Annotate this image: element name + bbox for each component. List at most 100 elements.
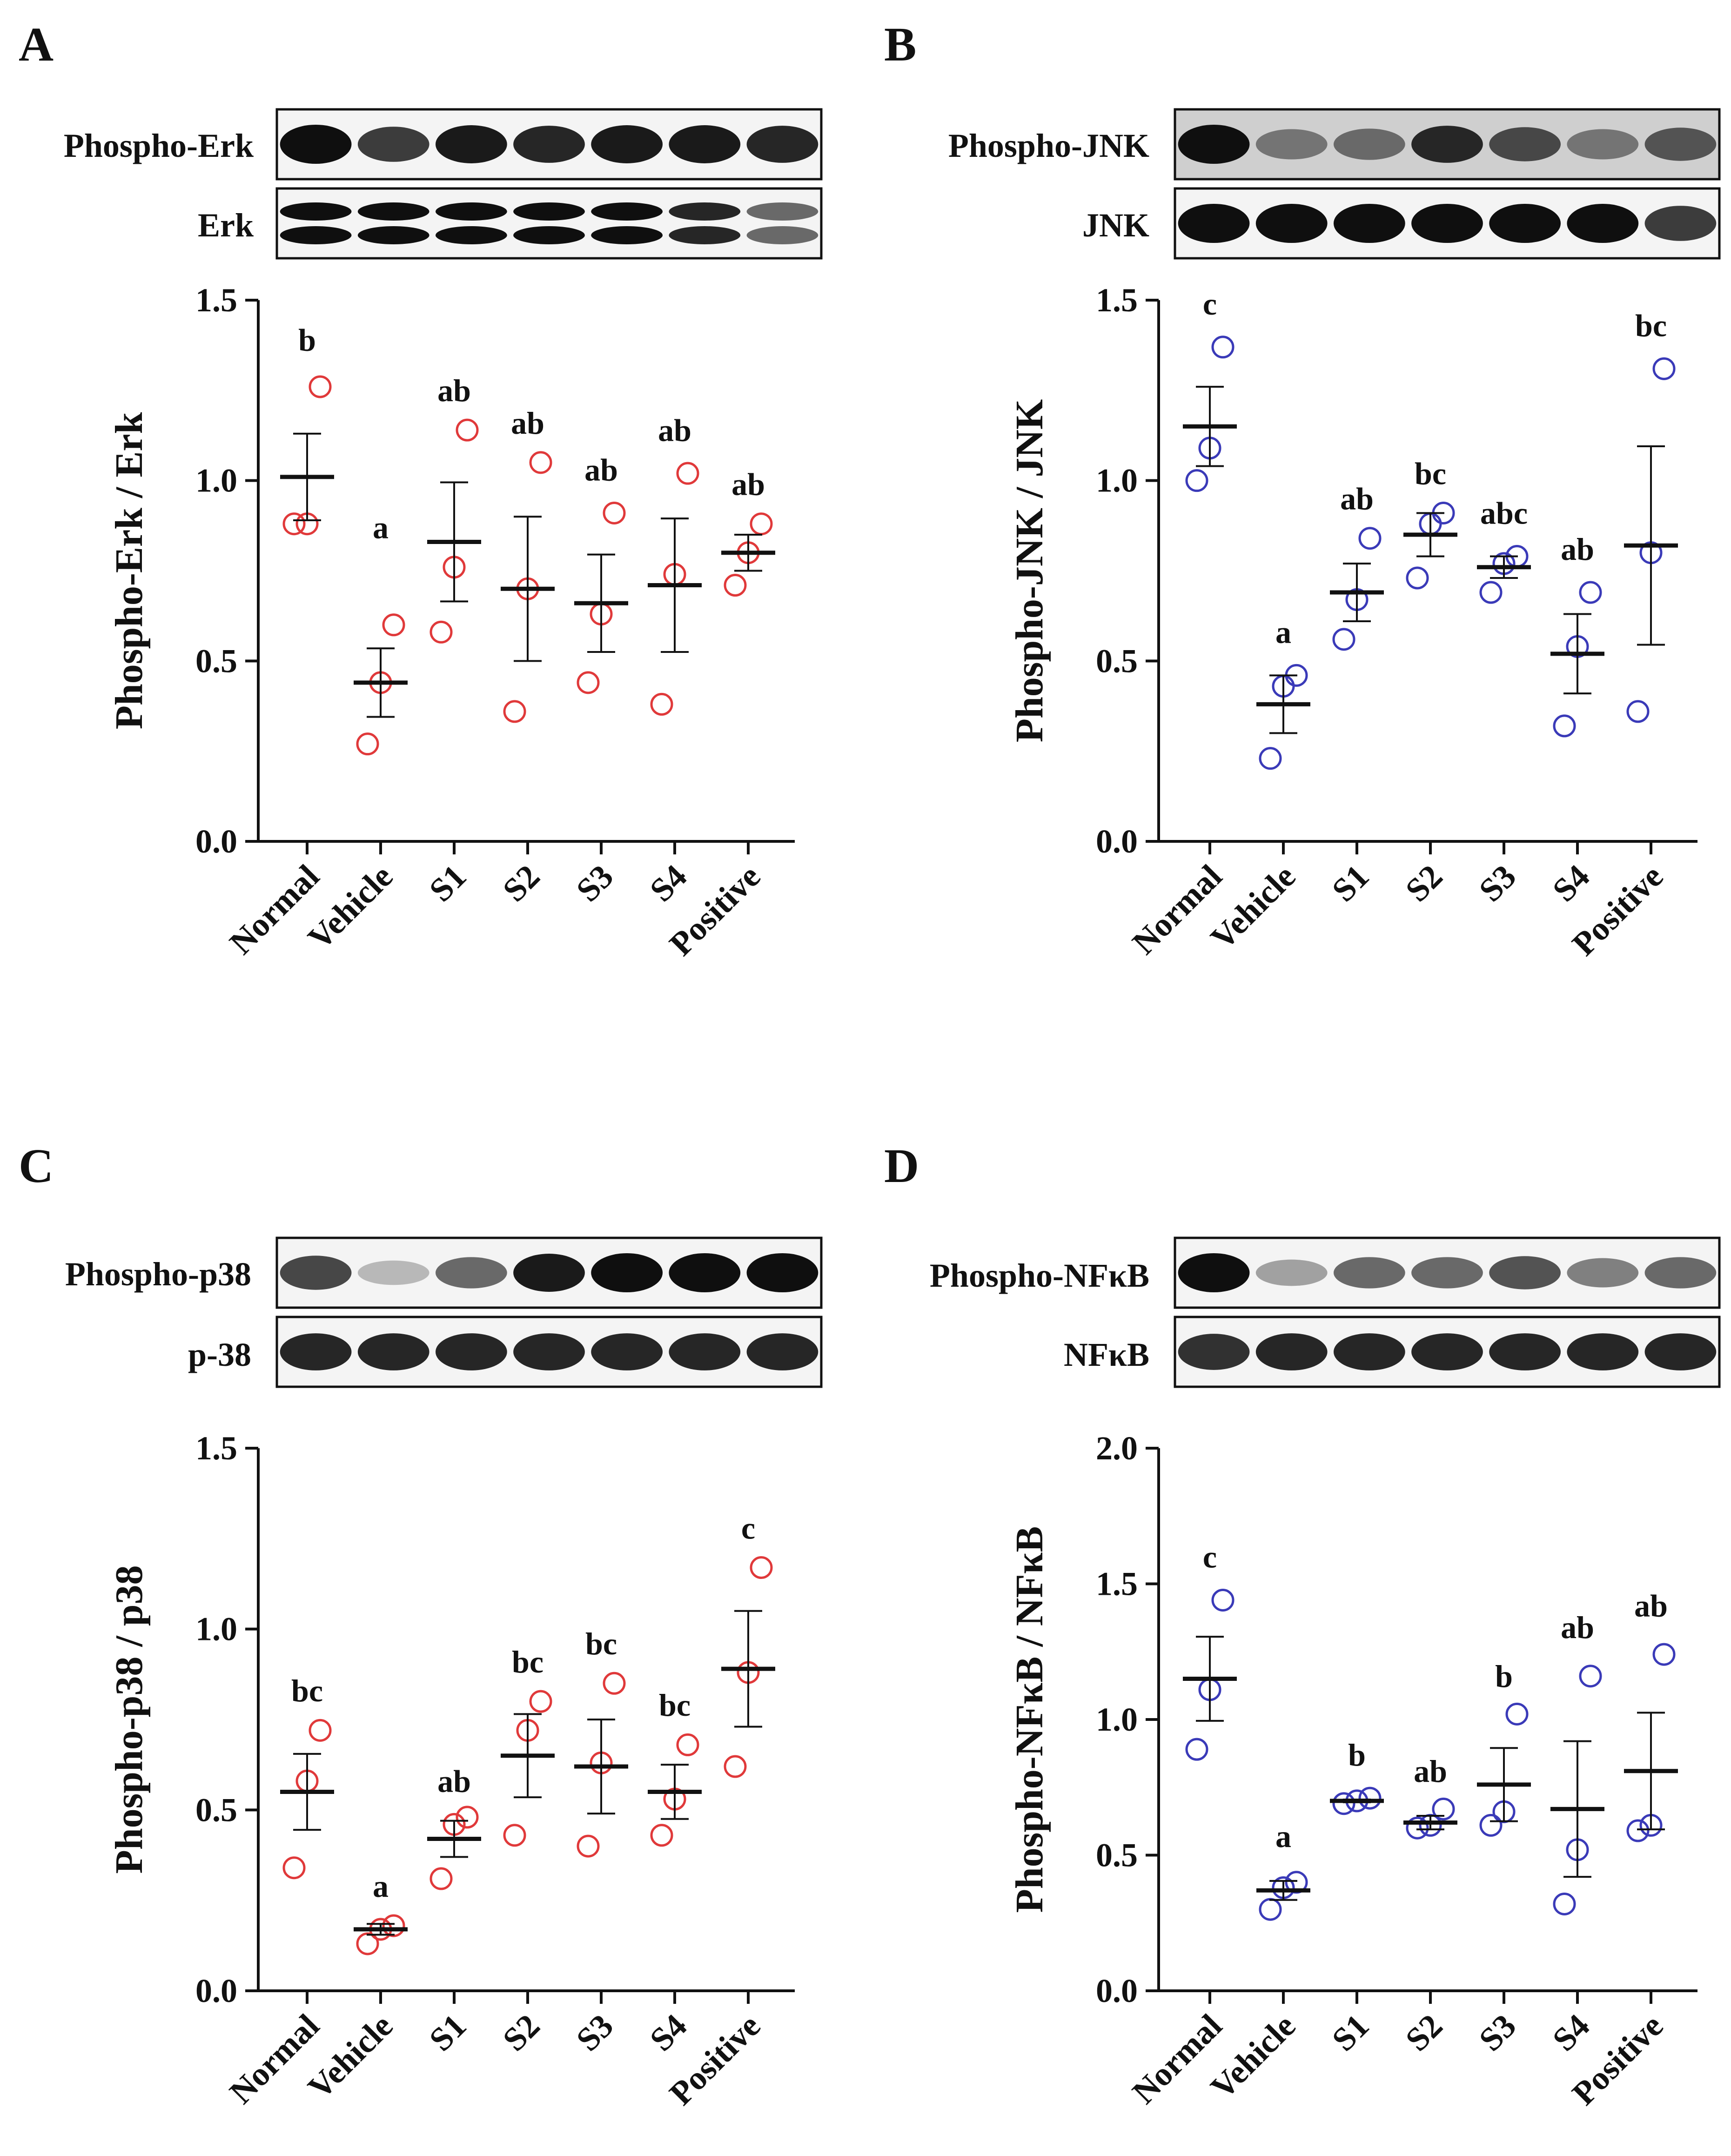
blot-band <box>357 1260 429 1285</box>
category-label: S1 <box>1325 2007 1376 2058</box>
blot-band <box>1255 1259 1328 1286</box>
data-point <box>503 700 526 723</box>
category-label: S2 <box>1398 2007 1449 2058</box>
chart-panel-b: 0.0 0.5 1.0 1.5 Phospho-JNK / JNK Normal c Vehi… <box>1008 282 1697 963</box>
category-label: S2 <box>496 2007 547 2058</box>
data-point <box>1211 1588 1235 1612</box>
total-blot-strip <box>275 187 823 260</box>
category-label: S3 <box>1472 2007 1523 2058</box>
blot-panel-a: Phospho-Erk Erk <box>64 108 823 260</box>
blot-band <box>1333 128 1405 160</box>
total-blot-label: Erk <box>198 207 254 244</box>
data-point <box>429 1867 453 1890</box>
significance-label: ab <box>437 1763 471 1799</box>
blot-band <box>1644 1257 1717 1289</box>
data-point <box>282 1856 306 1880</box>
data-point <box>724 574 747 597</box>
blot-band <box>435 1257 507 1289</box>
blot-band <box>746 1253 819 1292</box>
data-point <box>1579 581 1602 604</box>
significance-label: a <box>373 510 389 545</box>
blot-panel-d: Phospho-NFκB NFκB <box>930 1236 1721 1388</box>
y-tick-label: 1.5 <box>1096 282 1138 319</box>
y-tick-label: 1.5 <box>195 282 237 319</box>
y-tick-label: 1.5 <box>1096 1565 1138 1603</box>
data-point <box>1259 747 1282 770</box>
blot-band <box>1333 1333 1405 1370</box>
blot-band <box>1178 1253 1250 1292</box>
significance-label: b <box>1348 1737 1366 1773</box>
blot-band <box>1333 1257 1405 1289</box>
y-tick-label: 0.5 <box>195 1791 237 1828</box>
blot-band <box>1489 1333 1561 1370</box>
data-point <box>1185 1738 1208 1761</box>
category-label: S3 <box>569 2007 620 2058</box>
significance-label: ab <box>731 467 765 502</box>
category-label: S2 <box>1398 858 1449 909</box>
data-point <box>1479 1813 1503 1837</box>
phospho-blot-label: Phospho-Erk <box>64 127 254 164</box>
blot-band <box>591 1333 663 1370</box>
significance-label: bc <box>585 1626 617 1661</box>
category-label: Vehicle <box>1203 2007 1302 2106</box>
data-point <box>1652 1643 1676 1666</box>
y-tick-label: 1.0 <box>195 462 237 499</box>
significance-label: bc <box>1415 456 1446 491</box>
phospho-blot-label: Phospho-p38 <box>65 1256 251 1293</box>
blot-band <box>1255 129 1328 160</box>
data-point <box>577 671 600 694</box>
category-label: S4 <box>1545 2007 1597 2058</box>
data-point <box>1332 1792 1355 1815</box>
category-label: S2 <box>496 858 547 909</box>
category-label: S1 <box>1325 858 1376 909</box>
data-point <box>676 462 699 485</box>
blot-band <box>1255 204 1328 243</box>
blot-band <box>591 226 663 244</box>
data-point <box>309 1719 332 1742</box>
blot-band <box>591 125 663 163</box>
blot-band <box>1178 204 1250 243</box>
y-tick-label: 0.0 <box>1096 1972 1138 2009</box>
category-label: Vehicle <box>301 2007 400 2106</box>
blot-band <box>357 226 429 244</box>
panel-letter-a: A <box>19 18 54 71</box>
blot-band <box>746 1333 819 1370</box>
data-point <box>1553 714 1576 738</box>
blot-band <box>513 202 585 221</box>
y-tick-label: 0.0 <box>195 1972 237 2009</box>
significance-label: ab <box>1634 1588 1668 1623</box>
data-point <box>382 613 405 637</box>
category-label: S4 <box>1545 858 1597 909</box>
data-point <box>724 1755 747 1778</box>
data-point <box>676 1733 699 1756</box>
total-blot-label: p-38 <box>188 1336 251 1373</box>
significance-label: abc <box>1480 496 1528 531</box>
data-point <box>1358 1787 1382 1810</box>
category-label: Normal <box>1125 2007 1229 2111</box>
blot-band <box>280 202 352 221</box>
significance-label: ab <box>1414 1753 1447 1789</box>
blot-band <box>669 202 741 221</box>
data-point <box>1505 1702 1529 1726</box>
significance-label: ab <box>437 373 471 408</box>
y-tick-label: 0.0 <box>195 823 237 860</box>
blot-band <box>1178 125 1250 164</box>
significance-label: b <box>1495 1659 1513 1694</box>
blot-band <box>513 226 585 244</box>
data-point <box>1259 1898 1282 1921</box>
blot-band <box>746 202 819 221</box>
data-point <box>750 512 773 536</box>
blot-band <box>357 127 429 162</box>
blot-band <box>746 226 819 244</box>
blot-band <box>1489 204 1561 243</box>
category-label: Vehicle <box>301 858 400 957</box>
significance-label: ab <box>1561 1610 1594 1645</box>
category-label: S3 <box>1472 858 1523 909</box>
data-point <box>529 451 552 474</box>
phospho-blot-label: Phospho-NFκB <box>930 1257 1149 1294</box>
blot-band <box>591 1253 663 1292</box>
blot-band <box>513 1333 585 1370</box>
significance-label: bc <box>659 1687 691 1723</box>
blot-band <box>435 1333 507 1370</box>
